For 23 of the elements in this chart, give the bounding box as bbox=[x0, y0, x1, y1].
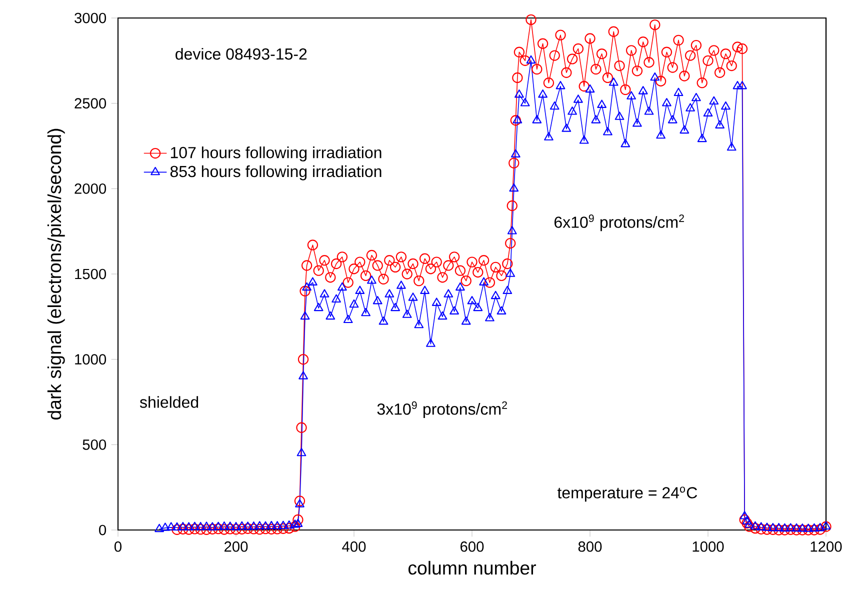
x-tick-label: 800 bbox=[578, 541, 602, 552]
legend-label: 107 hours following irradiation bbox=[170, 146, 382, 162]
annotation: temperature = 24$^{o}$C bbox=[557, 486, 698, 502]
x-tick-label: 400 bbox=[342, 541, 366, 552]
annotation: shielded bbox=[140, 396, 198, 408]
x-axis-title: column number bbox=[408, 560, 536, 575]
annotation: device 08493-15-2 bbox=[176, 48, 307, 60]
y-tick-label: 2500 bbox=[74, 98, 106, 109]
y-tick-label: 2000 bbox=[74, 183, 106, 194]
y-tick-label: 500 bbox=[82, 439, 106, 450]
legend-label: 853 hours following irradiation bbox=[170, 165, 382, 180]
x-tick-label: 600 bbox=[460, 541, 484, 552]
annotation: 6x10$^{9}$ protons/cm$^{2}$ bbox=[554, 214, 684, 232]
y-tick-label: 1500 bbox=[75, 268, 106, 280]
y-tick-label: 1000 bbox=[75, 354, 106, 365]
annotation: 3x10$^{9}$ protons/cm$^{2}$ bbox=[377, 401, 507, 418]
x-tick-label: 200 bbox=[224, 541, 248, 552]
y-tick-label: 0 bbox=[99, 524, 106, 536]
x-tick-label: 1200 bbox=[810, 541, 842, 552]
y-tick-label: 3000 bbox=[74, 12, 106, 24]
x-tick-label: 1000 bbox=[692, 541, 724, 552]
x-tick-label: 0 bbox=[114, 541, 122, 552]
y-axis-title: dark signal (electrons/pixel/second) bbox=[47, 128, 65, 420]
